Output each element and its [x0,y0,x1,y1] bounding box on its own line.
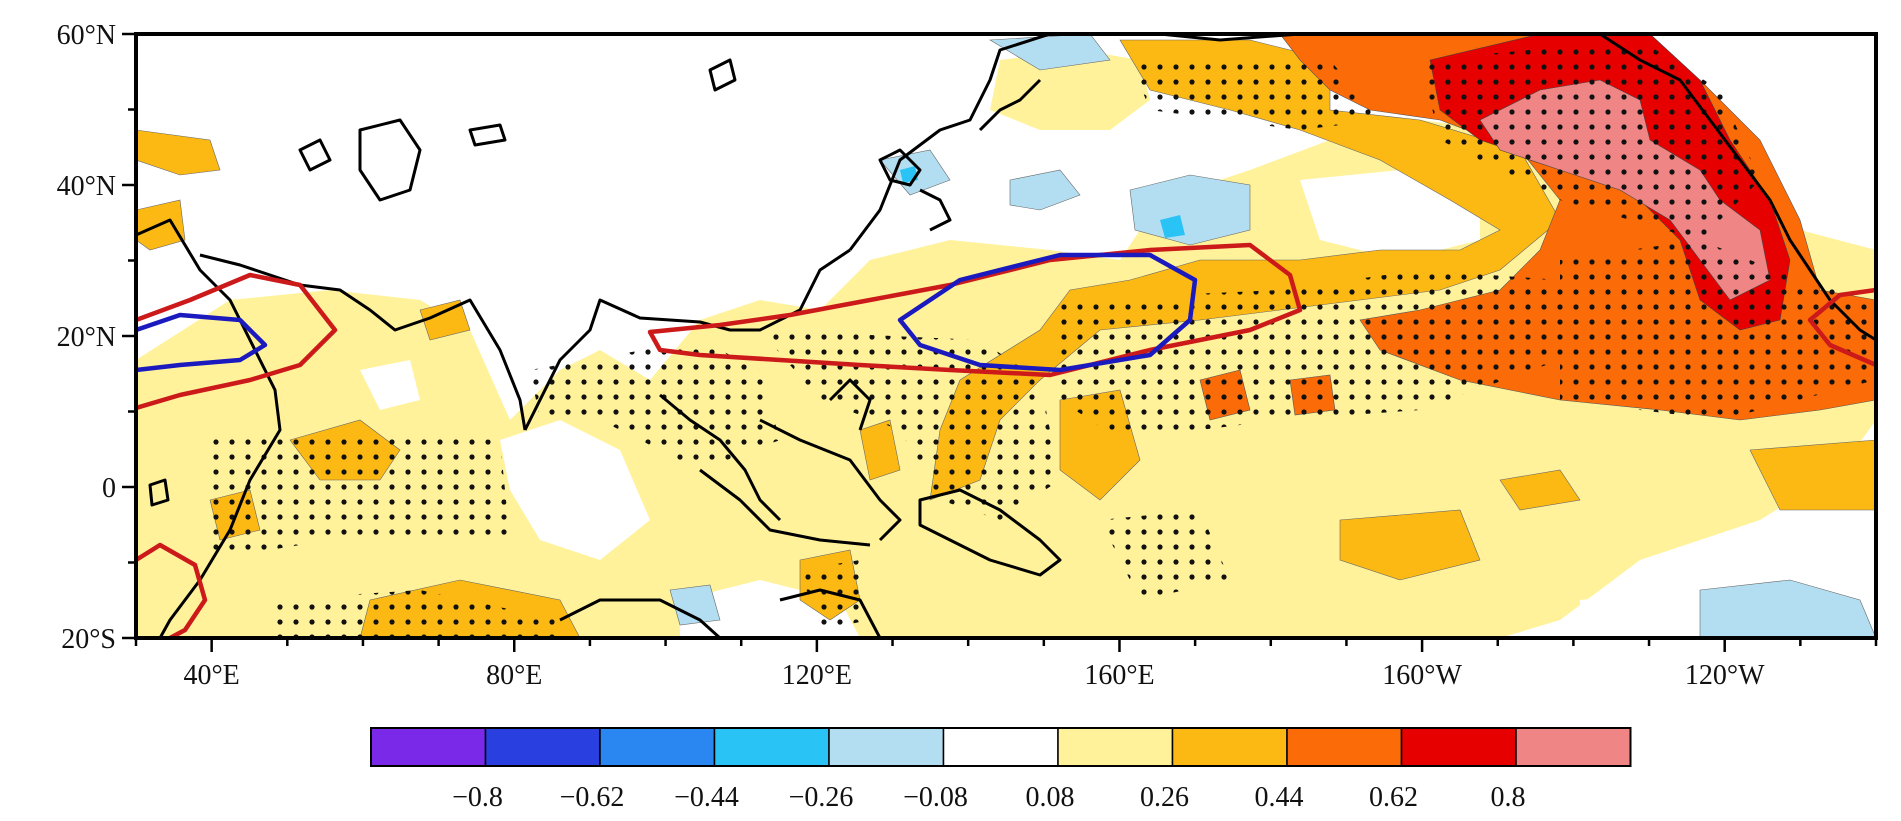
lat-tick-label: 20°S [61,624,116,655]
coastlines [136,34,1876,638]
colorbar-swatch [828,727,945,767]
lat-tick-label: 20°N [57,322,116,353]
colorbar-label: −0.62 [560,782,625,813]
lat-tick-label: 0 [102,473,116,504]
red-contours [136,242,1876,638]
lat-tick-label: 40°N [57,171,116,202]
lon-tick-label: 120°W [1685,660,1765,691]
blue-contours [136,252,1198,373]
longitude-axis: 40°E 80°E 120°E 160°E 160°W 120°W [134,638,1878,691]
colorbar-swatch [1515,727,1632,767]
significance-stipple [210,40,1876,638]
colorbar-label: −0.26 [789,782,854,813]
map-panel [136,34,1876,638]
colorbar-label: −0.08 [903,782,968,813]
colorbar-label: 0.62 [1369,782,1418,813]
colorbar-swatch [942,727,1059,767]
colorbar-swatch [370,727,487,767]
lon-tick-label: 160°W [1382,660,1462,691]
lat-tick-label: 60°N [57,20,116,51]
colorbar-label: −0.44 [674,782,739,813]
shading--0.08 [669,34,1876,638]
lon-tick-label: 80°E [486,660,542,691]
colorbar-label: 0.44 [1255,782,1304,813]
colorbar-swatch [599,727,716,767]
latitude-axis: 60°N 40°N 20°N 0 20°S [57,20,136,655]
colorbar-swatch [1286,727,1403,767]
lon-tick-label: 40°E [183,660,239,691]
colorbar-swatch [484,727,601,767]
colorbar-swatch [1400,727,1517,767]
colorbar-label: 0.8 [1491,782,1526,813]
colorbar-label: −0.8 [452,782,503,813]
colorbar-swatch [1057,727,1174,767]
shading--0.26 [1160,215,1185,238]
colorbar: −0.8 −0.62 −0.44 −0.26 −0.08 0.08 0.26 0.44 0.62… [370,727,1632,813]
colorbar-frame [370,727,1632,767]
lon-tick-label: 120°E [782,660,852,691]
colorbar-swatch [1171,727,1288,767]
lon-tick-label: 160°E [1084,660,1154,691]
colorbar-label: 0.26 [1140,782,1189,813]
colorbar-label: 0.08 [1026,782,1075,813]
colorbar-swatch [713,727,830,767]
